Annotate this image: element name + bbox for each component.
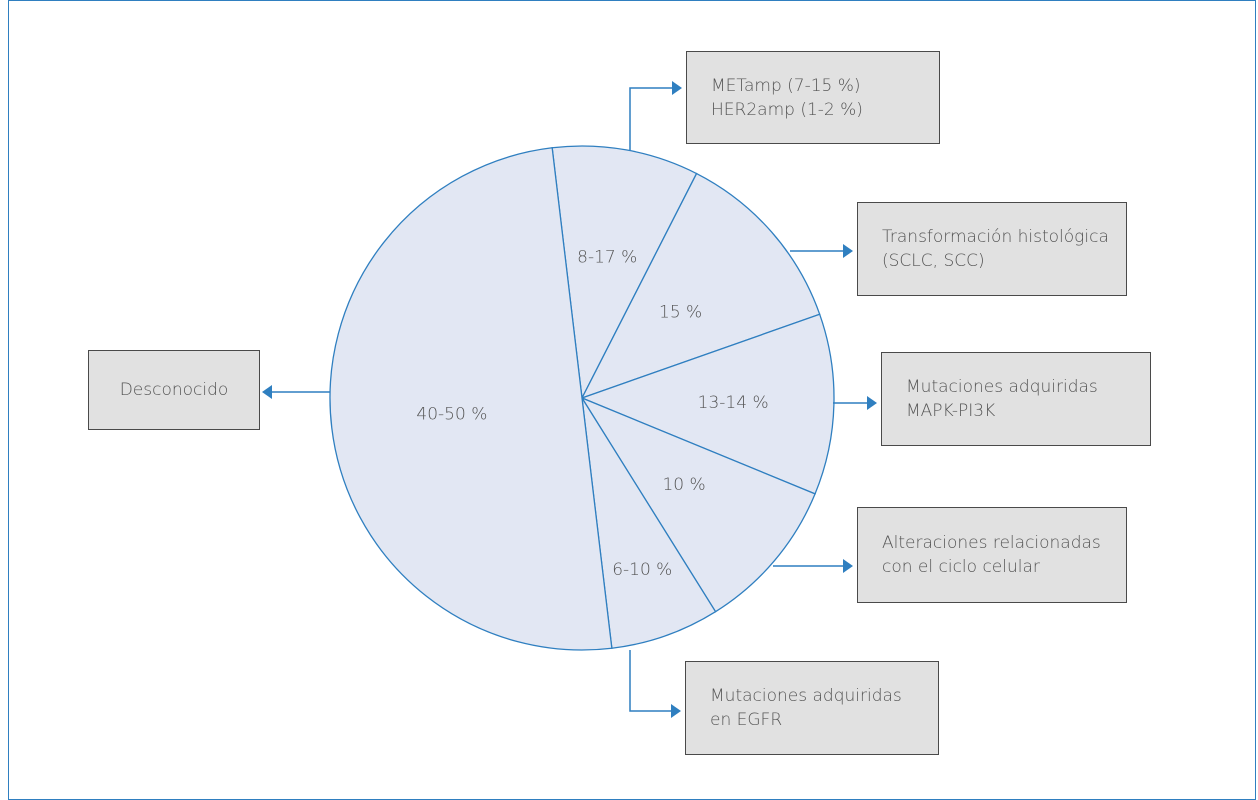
callout-egfr-line-1: Mutaciones adquiridas bbox=[710, 686, 902, 706]
connector-cycle-arrowhead bbox=[843, 559, 853, 573]
callout-unknown: Desconocido bbox=[88, 350, 260, 430]
callout-unknown-line-1: Desconocido bbox=[119, 380, 229, 400]
callout-met-her2-amplification: METamp (7-15 %) HER2amp (1-2 %) bbox=[686, 51, 940, 144]
slice-6-10-label: 6-10 % bbox=[612, 560, 672, 580]
connector-egfr bbox=[629, 650, 671, 712]
slice-40-50-label: 40-50 % bbox=[416, 405, 487, 425]
callout-connectors bbox=[262, 81, 877, 718]
callout-amp-line-2: HER2amp (1-2 %) bbox=[711, 99, 863, 120]
slice-13-14 bbox=[580, 313, 835, 495]
callout-histo-line-1: Transformación histológica bbox=[882, 227, 1109, 247]
callout-histo-line-2: (SCLC, SCC) bbox=[882, 251, 985, 271]
connector-egfr-arrowhead bbox=[671, 704, 681, 718]
callout-histologic-transformation: Transformación histológica (SCLC, SCC) bbox=[857, 202, 1127, 296]
pie-slices bbox=[329, 145, 835, 651]
connector-unknown-arrowhead bbox=[262, 385, 272, 399]
connector-amp-arrowhead bbox=[672, 81, 682, 95]
callout-egfr-line-2: en EGFR bbox=[710, 710, 783, 730]
slice-6-10 bbox=[581, 397, 717, 649]
callout-cycle-line-2: con el ciclo celular bbox=[882, 557, 1040, 577]
slice-15-label: 15 % bbox=[659, 303, 702, 323]
callout-mapk-line-1: Mutaciones adquiridas bbox=[906, 377, 1098, 397]
callout-amp-line-1: METamp (7-15 %) bbox=[711, 75, 861, 96]
pie-slice-labels: 8-17 % 15 % 13-14 % 10 % 6-10 % 40-50 % bbox=[416, 248, 768, 581]
slice-40-50 bbox=[329, 147, 613, 651]
connector-mapk-arrowhead bbox=[867, 396, 877, 410]
connector-amp bbox=[629, 87, 672, 150]
slice-8-17 bbox=[551, 145, 698, 401]
callout-cycle-line-1: Alteraciones relacionadas bbox=[882, 533, 1101, 553]
slice-15 bbox=[580, 172, 821, 400]
callout-mapk-line-2: MAPK-PI3K bbox=[906, 401, 996, 421]
callout-egfr-mutations: Mutaciones adquiridas en EGFR bbox=[685, 661, 939, 755]
slice-10 bbox=[580, 396, 816, 613]
slice-8-17-label: 8-17 % bbox=[577, 248, 637, 268]
callout-mapk-pi3k-mutations: Mutaciones adquiridas MAPK-PI3K bbox=[881, 352, 1151, 446]
callout-cell-cycle-alterations: Alteraciones relacionadas con el ciclo c… bbox=[857, 507, 1127, 603]
slice-10-label: 10 % bbox=[662, 475, 705, 495]
slice-13-14-label: 13-14 % bbox=[698, 393, 769, 413]
connector-histo-arrowhead bbox=[843, 244, 853, 258]
